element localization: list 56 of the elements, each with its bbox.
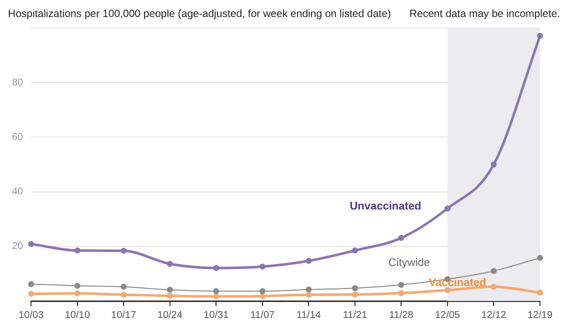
point: [120, 292, 127, 298]
point: [537, 290, 543, 296]
x-tick-label: 10/03: [18, 310, 44, 321]
x-tick-label: 10/24: [157, 310, 183, 321]
series-label: Citywide: [388, 256, 430, 269]
x-tick-label: 12/12: [481, 310, 507, 321]
point: [444, 205, 450, 212]
point: [306, 258, 312, 264]
point: [213, 293, 220, 300]
point: [74, 247, 80, 254]
point: [306, 286, 312, 293]
x-tick-label: 11/14: [296, 310, 322, 321]
point: [352, 285, 358, 292]
point: [537, 254, 543, 261]
point: [259, 264, 266, 270]
x-tick-label: 11/07: [250, 310, 276, 321]
point: [28, 240, 34, 247]
x-tick-label: 11/28: [389, 310, 414, 321]
point: [352, 291, 358, 298]
x-tick-label: 12/05: [434, 310, 460, 321]
chart-title: Hospitalizations per 100,000 people (age-adjusted, for week ending on listed date): [8, 8, 391, 20]
point: [74, 282, 80, 289]
point: [74, 290, 80, 296]
point: [398, 234, 404, 241]
point: [490, 284, 497, 290]
x-tick-label: 12/19: [527, 310, 553, 321]
point: [444, 287, 450, 294]
band-label: Recent data may be incomplete.: [409, 8, 560, 20]
point: [213, 264, 220, 271]
series-label: Unvaccinated: [350, 200, 422, 212]
point: [490, 162, 497, 168]
point: [398, 282, 404, 288]
point: [166, 260, 173, 267]
point: [490, 268, 497, 274]
point: [259, 293, 266, 300]
point: [120, 284, 127, 290]
point: [306, 292, 312, 298]
x-tick-label: 10/17: [111, 310, 137, 321]
y-tick-label: 80: [12, 77, 24, 88]
y-tick-label: 60: [12, 132, 24, 143]
point: [166, 292, 173, 299]
point: [537, 32, 543, 39]
x-tick-label: 10/31: [204, 310, 230, 321]
y-tick-label: 40: [12, 186, 24, 198]
series-label: Vaccinated: [428, 277, 486, 290]
point: [213, 288, 220, 294]
point: [259, 288, 266, 294]
point: [352, 247, 358, 254]
x-tick-label: 11/21: [342, 310, 368, 321]
y-tick-label: 20: [12, 241, 24, 252]
point: [166, 286, 173, 293]
point: [28, 281, 34, 288]
point: [398, 290, 404, 296]
x-tick-label: 10/10: [64, 310, 90, 321]
point: [120, 248, 127, 254]
point: [28, 290, 34, 297]
